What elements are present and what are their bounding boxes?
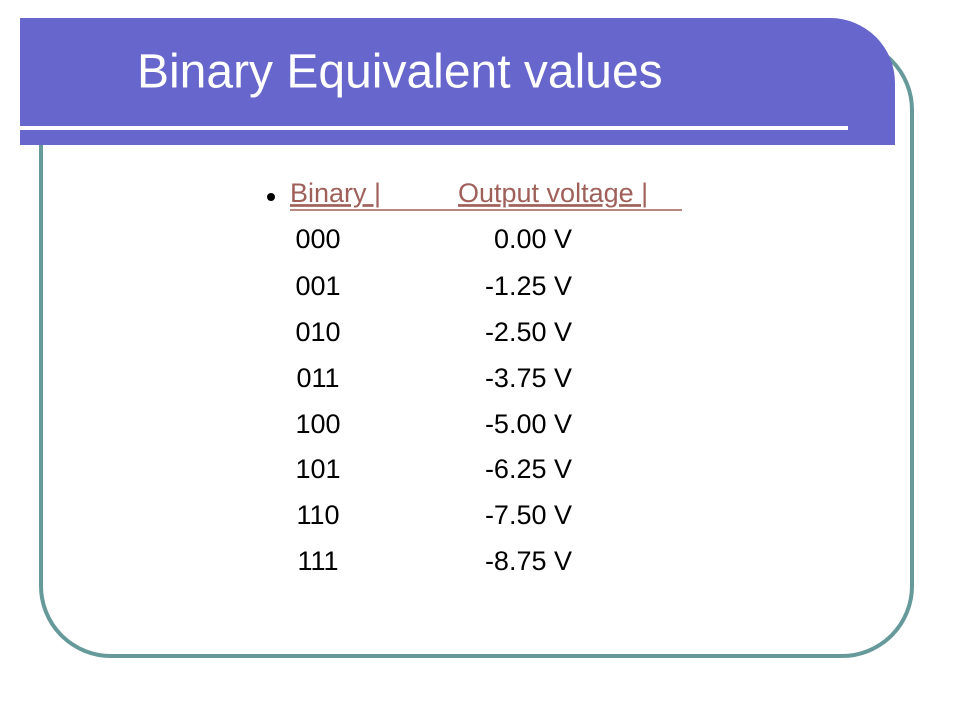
output-voltage: -3.75 V — [485, 363, 572, 393]
output-voltage: -8.75 V — [485, 546, 572, 576]
output-voltage: -5.00 V — [485, 409, 572, 439]
binary-code: 100 — [295, 409, 340, 439]
title-band — [20, 18, 895, 145]
binary-code: 000 — [295, 224, 340, 254]
output-voltage: -6.25 V — [485, 454, 572, 484]
slide-title: Binary Equivalent values — [137, 46, 663, 99]
binary-code: 011 — [296, 363, 339, 393]
bullet — [267, 193, 275, 201]
output-voltage: -2.50 V — [485, 317, 572, 347]
binary-code: 101 — [295, 454, 340, 484]
header-binary: Binary | — [290, 178, 381, 208]
binary-code: 111 — [297, 546, 338, 576]
binary-code: 110 — [296, 500, 339, 530]
binary-code: 001 — [295, 271, 340, 301]
binary-code: 010 — [295, 317, 340, 347]
table-rows: 000 0.00 V 001 -1.25 V 010 -2.50 V 011 -3.75 V 1… — [295, 224, 572, 576]
output-voltage: -7.50 V — [485, 500, 572, 530]
output-voltage: 0.00 V — [494, 224, 572, 254]
header-voltage: Output voltage | — [458, 178, 648, 208]
output-voltage: -1.25 V — [485, 271, 572, 301]
